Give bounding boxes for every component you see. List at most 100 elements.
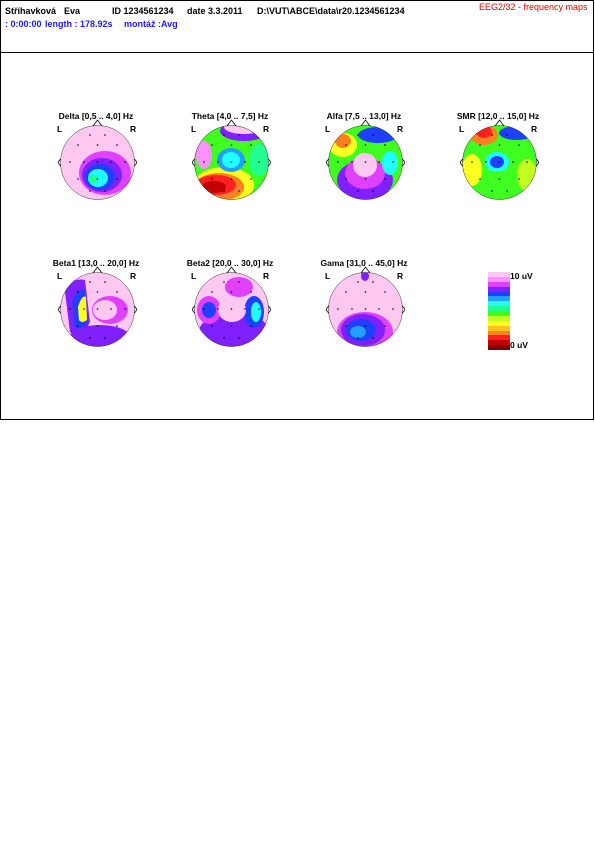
scale-band: [488, 315, 510, 321]
electrode-dot: [364, 178, 367, 180]
electrode-dot: [104, 337, 106, 339]
electrode-dot: [384, 325, 386, 327]
map-title-alfa: Alfa [7,5 .. 13,0] Hz: [326, 111, 402, 121]
electrode-dot: [211, 178, 213, 180]
electrode-dot: [83, 308, 85, 310]
scale-band: [488, 325, 510, 331]
topomap-beta2: [192, 266, 271, 347]
map-left-label: L: [57, 271, 63, 281]
electrode-dot: [345, 144, 347, 146]
scale-band: [488, 330, 510, 336]
topomap-theta: [192, 119, 271, 200]
scale-band: [488, 306, 510, 311]
electrode-dot: [77, 178, 79, 180]
electrode-dot: [124, 308, 126, 310]
scale-band: [488, 311, 510, 316]
topomap-gama: [326, 266, 405, 347]
electrode-dot: [479, 178, 481, 180]
electrode-dot: [250, 291, 252, 293]
map-right-label: R: [130, 271, 137, 281]
electrode-dot: [378, 161, 380, 163]
electrode-dot: [258, 161, 260, 163]
electrode-dot: [89, 134, 91, 136]
topomap-beta1: [58, 266, 137, 347]
electrode-dot: [238, 134, 240, 136]
map-left-label: L: [325, 124, 331, 134]
map-left-label: L: [459, 124, 465, 134]
electrode-dot: [485, 161, 487, 163]
scale-band: [488, 335, 510, 341]
electrode-dot: [364, 308, 367, 310]
electrode-dot: [364, 144, 367, 146]
map-left-label: L: [57, 124, 63, 134]
electrode-dot: [77, 325, 79, 327]
report-frame: [0, 0, 594, 420]
scale-max-label: 10 uV: [510, 271, 533, 281]
electrode-dot: [491, 190, 493, 192]
electrode-dot: [250, 325, 252, 327]
electrode-dot: [372, 190, 374, 192]
record-date: date 3.3.2011: [187, 6, 243, 16]
electrode-dot: [96, 144, 99, 146]
electrode-dot: [96, 161, 99, 163]
scale-band: [488, 272, 510, 277]
electrode-dot: [89, 190, 91, 192]
electrode-dot: [372, 337, 374, 339]
electrode-dot: [96, 178, 99, 180]
map-title-gama: Gama [31,0 .. 45,0] Hz: [320, 258, 408, 268]
map-title-beta2: Beta2 [20,0 .. 30,0] Hz: [186, 258, 274, 268]
scale-min-label: 0 uV: [510, 340, 528, 350]
map-left-label: L: [191, 271, 197, 281]
time-position: : 0:00:00: [5, 19, 42, 29]
electrode-dot: [337, 161, 339, 163]
electrode-dot: [498, 144, 501, 146]
electrode-dot: [506, 134, 508, 136]
map-right-label: R: [397, 124, 404, 134]
scale-band: [488, 296, 510, 302]
electrode-dot: [230, 325, 233, 327]
color-scale-bar: [488, 272, 510, 350]
patient-surname: Stříhavková: [5, 6, 57, 16]
electrode-dot: [357, 134, 359, 136]
electrode-dot: [250, 178, 252, 180]
electrode-dot: [384, 144, 386, 146]
map-right-label: R: [531, 124, 538, 134]
file-path: D:\VUT\ABCE\data\r20.1234561234: [257, 6, 405, 16]
electrode-dot: [364, 291, 367, 293]
map-right-label: R: [263, 271, 270, 281]
electrode-dot: [110, 308, 112, 310]
electrode-dot: [116, 144, 118, 146]
electrode-dot: [223, 281, 225, 283]
electrode-dot: [230, 178, 233, 180]
electrode-dot: [471, 161, 473, 163]
scale-band: [488, 301, 510, 307]
scale-band: [488, 340, 510, 346]
electrode-dot: [498, 178, 501, 180]
electrode-dot: [345, 291, 347, 293]
electrode-dot: [124, 161, 126, 163]
scale-band: [488, 281, 510, 287]
map-left-label: L: [325, 271, 331, 281]
electrode-dot: [345, 178, 347, 180]
map-title-smr: SMR [12,0 .. 15,0] Hz: [456, 111, 540, 121]
electrode-dot: [96, 325, 99, 327]
map-title-delta: Delta [0,5 .. 4,0] Hz: [58, 111, 134, 121]
electrode-dot: [238, 281, 240, 283]
electrode-dot: [223, 134, 225, 136]
electrode-dot: [83, 161, 85, 163]
electrode-dot: [392, 161, 394, 163]
topomap-alfa: [326, 119, 405, 200]
electrode-dot: [258, 308, 260, 310]
map-title-beta1: Beta1 [13,0 .. 20,0] Hz: [52, 258, 140, 268]
electrode-dot: [526, 161, 528, 163]
electrode-dot: [357, 281, 359, 283]
electrode-dot: [238, 190, 240, 192]
electrode-dot: [518, 144, 520, 146]
record-length: length : 178.92s: [45, 19, 113, 29]
electrode-dot: [372, 134, 374, 136]
electrode-dot: [104, 134, 106, 136]
electrode-dot: [110, 161, 112, 163]
electrode-dot: [479, 144, 481, 146]
header-divider: [0, 52, 594, 53]
scale-band: [488, 286, 510, 292]
